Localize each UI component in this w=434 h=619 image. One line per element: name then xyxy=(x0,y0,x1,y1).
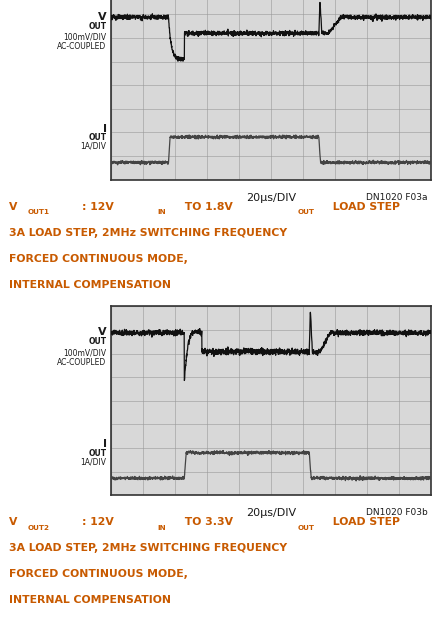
Text: OUT: OUT xyxy=(296,525,313,531)
Text: TO 1.8V: TO 1.8V xyxy=(181,202,232,212)
Text: OUT: OUT xyxy=(88,337,106,346)
Text: INTERNAL COMPENSATION: INTERNAL COMPENSATION xyxy=(9,595,170,605)
Text: AC-COUPLED: AC-COUPLED xyxy=(57,358,106,366)
Text: 100mV/DIV: 100mV/DIV xyxy=(63,348,106,357)
Text: : 12V: : 12V xyxy=(82,517,113,527)
Text: V: V xyxy=(98,12,106,22)
Text: OUT: OUT xyxy=(88,133,106,142)
Text: FORCED CONTINUOUS MODE,: FORCED CONTINUOUS MODE, xyxy=(9,254,187,264)
Text: 3A LOAD STEP, 2MHz SWITCHING FREQUENCY: 3A LOAD STEP, 2MHz SWITCHING FREQUENCY xyxy=(9,228,286,238)
Text: OUT1: OUT1 xyxy=(28,209,50,215)
Text: I: I xyxy=(102,124,106,134)
Text: 3A LOAD STEP, 2MHz SWITCHING FREQUENCY: 3A LOAD STEP, 2MHz SWITCHING FREQUENCY xyxy=(9,543,286,553)
Text: : 12V: : 12V xyxy=(82,202,113,212)
Text: 1A/DIV: 1A/DIV xyxy=(80,142,106,150)
Text: FORCED CONTINUOUS MODE,: FORCED CONTINUOUS MODE, xyxy=(9,569,187,579)
Text: 100mV/DIV: 100mV/DIV xyxy=(63,33,106,41)
Text: OUT: OUT xyxy=(296,209,313,215)
Text: V: V xyxy=(9,202,17,212)
Text: V: V xyxy=(98,327,106,337)
Text: DN1020 F03a: DN1020 F03a xyxy=(365,193,427,202)
Text: LOAD STEP: LOAD STEP xyxy=(329,202,400,212)
Text: OUT: OUT xyxy=(88,22,106,30)
Text: INTERNAL COMPENSATION: INTERNAL COMPENSATION xyxy=(9,280,170,290)
Text: AC-COUPLED: AC-COUPLED xyxy=(57,42,106,51)
Text: OUT: OUT xyxy=(88,449,106,457)
Text: I: I xyxy=(102,439,106,449)
Text: IN: IN xyxy=(157,525,165,531)
Text: 20μs/DIV: 20μs/DIV xyxy=(245,193,295,203)
Text: TO 3.3V: TO 3.3V xyxy=(181,517,232,527)
Text: IN: IN xyxy=(157,209,165,215)
Text: LOAD STEP: LOAD STEP xyxy=(329,517,400,527)
Text: DN1020 F03b: DN1020 F03b xyxy=(365,508,427,517)
Text: V: V xyxy=(9,517,17,527)
Text: OUT2: OUT2 xyxy=(28,525,50,531)
Text: 20μs/DIV: 20μs/DIV xyxy=(245,508,295,519)
Text: 1A/DIV: 1A/DIV xyxy=(80,457,106,466)
